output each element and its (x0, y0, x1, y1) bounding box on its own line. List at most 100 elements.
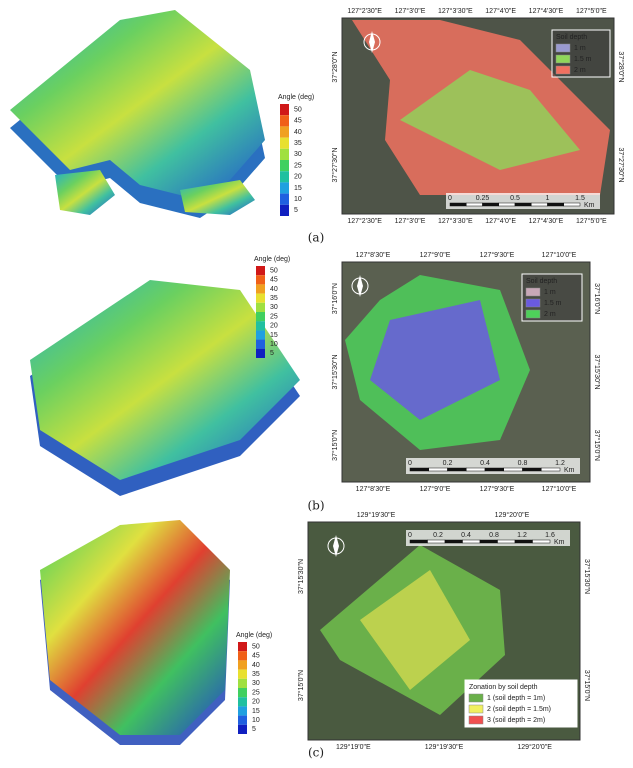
colorbar-swatch (256, 339, 265, 349)
colorbar-tick: 35 (270, 295, 278, 302)
map-coord-label: 127°8'30"E (356, 251, 391, 259)
legend-label: 2 m (544, 311, 556, 318)
map-frame (341, 261, 591, 483)
map-coord-label: 127°10'0"E (542, 251, 577, 259)
scale-unit: Km (554, 539, 565, 546)
scale-label: 1.6 (545, 532, 555, 539)
colorbar-swatch (256, 302, 265, 312)
legend-swatch (468, 693, 484, 703)
legend-label: 2 m (574, 67, 586, 74)
map-coord-label: 127°3'0"E (395, 217, 426, 225)
scale-segment (541, 467, 561, 472)
legend-label: 1.5 m (544, 300, 562, 307)
map-coord-label: 129°19'30"E (357, 511, 396, 519)
terrain (30, 280, 300, 480)
map-coord-label: 37°27'30"N (331, 147, 339, 182)
scale-segment (449, 202, 467, 207)
colorbar-swatch (280, 137, 289, 149)
scale-segment (563, 202, 581, 207)
colorbar-swatch (238, 697, 247, 707)
scale-label: 0.2 (433, 532, 443, 539)
colorbar-tick: 10 (270, 341, 278, 348)
legend-swatch (468, 704, 484, 714)
colorbar-tick: 45 (270, 277, 278, 284)
legend-swatch (525, 309, 541, 319)
scale-unit: Km (564, 467, 575, 474)
colorbar-swatch (256, 266, 265, 276)
map-frame (341, 17, 615, 215)
colorbar-title: Angle (deg) (278, 94, 314, 101)
map-coord-label: 127°3'30"E (438, 217, 473, 225)
legend-label: 1 (soil depth = 1m) (487, 695, 545, 702)
colorbar-tick: 15 (270, 332, 278, 339)
colorbar-swatch (280, 182, 289, 194)
scale-segment (409, 467, 429, 472)
scale-segment (503, 467, 523, 472)
colorbar-tick: 25 (252, 689, 260, 696)
scale-segment (462, 539, 481, 544)
colorbar-swatch (256, 275, 265, 285)
scale-segment (532, 539, 551, 544)
map-coord-label: 37°15'0"N (297, 670, 305, 701)
map-coord-label: 127°5'0"E (576, 7, 607, 15)
map-coord-label: 37°15'30"N (331, 354, 339, 389)
colorbar-tick: 15 (294, 185, 302, 192)
map-coord-label: 37°16'0"N (331, 283, 339, 314)
legend-swatch (468, 715, 484, 725)
legend-label: 1 m (544, 289, 556, 296)
legend-box (464, 679, 578, 728)
scale-segment (497, 539, 516, 544)
map-coord-label: 37°16'0"N (593, 283, 601, 314)
panel-label: (a) (308, 231, 325, 245)
colorbar-swatch (238, 688, 247, 698)
scale-label: 1.2 (555, 460, 565, 467)
scale-segment (547, 202, 564, 207)
scale-segment (522, 467, 542, 472)
colorbar-swatch (280, 204, 289, 216)
scale-segment (514, 539, 533, 544)
colorbar-swatch (238, 651, 247, 661)
colorbar-tick: 30 (252, 680, 260, 687)
colorbar-tick: 30 (294, 151, 302, 158)
map-coord-label: 127°2'30"E (347, 217, 382, 225)
colorbar-swatch (238, 706, 247, 716)
colorbar-tick: 50 (270, 267, 278, 274)
map-coord-label: 37°15'30"N (297, 559, 305, 594)
map-coord-label: 127°9'0"E (420, 485, 451, 493)
map-coord-label: 127°3'0"E (395, 7, 426, 15)
map-coord-label: 127°4'30"E (529, 217, 564, 225)
colorbar-swatch (280, 104, 289, 116)
scale-label: 0 (408, 460, 412, 467)
panel-label: (b) (307, 499, 324, 513)
map-coord-label: 127°9'30"E (480, 485, 515, 493)
compass (333, 535, 339, 557)
map-overlay (400, 70, 580, 170)
map-coord-label: 127°3'30"E (438, 7, 473, 15)
scale-label: 0 (448, 195, 452, 202)
map-coord-label: 37°15'0"N (331, 430, 339, 461)
legend-swatch (555, 54, 571, 64)
legend-title: Zonation by soil depth (469, 684, 538, 691)
map-coord-label: 129°20'0"E (495, 511, 530, 519)
legend-swatch (555, 65, 571, 75)
colorbar-swatch (256, 284, 265, 294)
compass (357, 275, 363, 297)
terrain (55, 170, 115, 215)
map-coord-label: 127°9'30"E (480, 251, 515, 259)
scale-segment (466, 202, 483, 207)
scale-label: 0.25 (476, 195, 490, 202)
map-coord-label: 127°4'0"E (485, 7, 516, 15)
colorbar-swatch (256, 293, 265, 303)
scale-label: 0.4 (461, 532, 471, 539)
scale-unit: Km (584, 202, 595, 209)
terrain (180, 180, 255, 215)
map-frame (307, 521, 581, 741)
colorbar-tick: 45 (252, 653, 260, 660)
colorbar-tick: 10 (252, 717, 260, 724)
terrain (10, 10, 265, 200)
map-coord-label: 37°28'0"N (331, 51, 339, 82)
map-coord-label: 129°20'0"E (517, 743, 552, 751)
colorbar-tick: 15 (252, 708, 260, 715)
colorbar-swatch (280, 171, 289, 183)
map-coord-label: 37°15'0"N (593, 430, 601, 461)
